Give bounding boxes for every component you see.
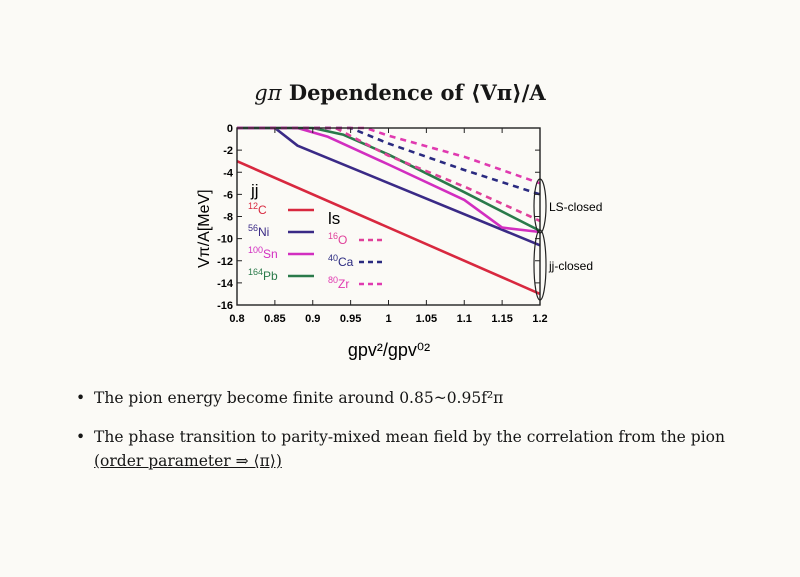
bullet-1: • The pion energy become finite around 0… [76,386,766,410]
legend-group-ls: ls [328,209,340,228]
x-tick-label: 1.15 [491,313,512,325]
y-tick-label: 0 [227,123,233,135]
series-layer [236,126,541,296]
legend-group-jj: jj [250,181,259,200]
legend-label-80Zr: 80Zr [328,275,349,291]
legend-label-12C: 12C [248,201,267,217]
x-axis-label: gpv²/gpv⁰² [348,340,430,360]
y-tick-label: -4 [223,167,234,179]
bullet-2: • The phase transition to parity-mixed m… [76,425,766,473]
x-tick-label: 1.1 [457,313,472,325]
legend-label-40Ca: 40Ca [328,253,354,269]
title-symbol: gπ [254,81,282,105]
bullet-1-text: The pion energy become finite around 0.8… [94,389,504,407]
ls-closed-label: LS-closed [549,200,602,214]
x-tick-label: 0.8 [229,313,244,325]
series-line-40Ca [237,126,541,196]
ls-closed-bracket [533,178,547,234]
x-tick-label: 1.2 [532,313,547,325]
x-tick-label: 1.05 [416,313,437,325]
y-axis-label: Vπ/A[MeV] [196,189,213,268]
legend-label-16O: 16O [328,231,347,247]
bullet-1-marker: • [76,389,86,407]
slide-title: gπ Dependence of ⟨Vπ⟩/A [0,80,800,105]
legend-label-56Ni: 56Ni [248,223,269,239]
y-tick-label: -8 [223,212,233,224]
jj-closed-bracket [533,229,547,301]
series-line-16O [237,126,541,223]
tick-layer: 0 -2 -4 -6 -8 -10 -12 -14 -160.8 0.85 0.9 0.95 1 1.05… [217,123,548,325]
title-text: Dependence of ⟨Vπ⟩/A [288,80,546,105]
y-tick-label: -16 [217,300,233,312]
x-tick-label: 1 [385,313,391,325]
y-tick-label: -6 [223,189,233,201]
y-tick-label: -2 [223,145,233,157]
series-line-12C [236,160,541,296]
y-tick-label: -10 [217,234,233,246]
legend-layer: 12C 56Ni 100Sn 164Pb 16O 40Ca 80Zr [248,201,385,291]
x-tick-label: 0.95 [340,313,361,325]
legend-label-164Pb: 164Pb [248,267,278,283]
x-tick-label: 0.9 [305,313,320,325]
jj-closed-label: jj-closed [548,259,593,273]
y-tick-label: -14 [217,278,234,290]
series-line-80Zr [237,126,541,185]
order-parameter-note: (order parameter ⇒ ⟨π⟩) [94,452,282,470]
x-tick-label: 0.85 [264,313,285,325]
y-tick-label: -12 [217,256,233,268]
legend-label-100Sn: 100Sn [248,245,278,261]
bullet-2-body: The phase transition to parity-mixed mea… [94,425,766,473]
bullet-2-marker: • [76,428,86,446]
bullet-2-text: The phase transition to parity-mixed mea… [94,428,725,446]
